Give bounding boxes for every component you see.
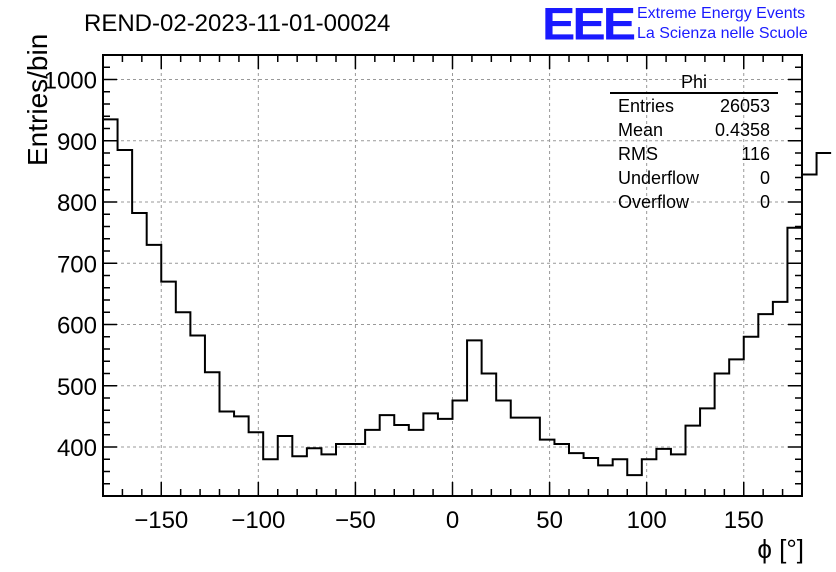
stats-label: RMS [618, 144, 658, 164]
x-tick-label: 50 [536, 507, 563, 534]
x-tick-label: −50 [335, 507, 376, 534]
x-tick-label: −100 [231, 507, 285, 534]
y-tick-label: 700 [57, 251, 97, 278]
y-tick-label: 600 [57, 313, 97, 340]
stats-box: Phi Entries 26053 Mean 0.4358 RMS 116 Un… [610, 72, 778, 214]
stats-label: Entries [618, 96, 675, 116]
x-tick-label: −150 [134, 507, 188, 534]
stats-row-entries: Entries 26053 [610, 94, 778, 118]
logo-caption-line2: La Scienza nelle Scuole [637, 25, 808, 42]
stats-title: Phi [610, 72, 778, 94]
y-axis-label: Entries/bin [22, 33, 53, 166]
stats-label: Overflow [618, 192, 690, 212]
logo-caption-line1: Extreme Energy Events [637, 5, 806, 22]
stats-value: 0 [759, 168, 770, 188]
x-tick-label: 100 [627, 507, 667, 534]
eee-logo: EEE [542, 0, 636, 50]
stats-value: 26053 [719, 96, 770, 116]
stats-row-mean: Mean 0.4358 [610, 118, 778, 142]
stats-label: Mean [618, 120, 664, 140]
y-tick-label: 400 [57, 435, 97, 462]
stats-label: Underflow [618, 168, 700, 188]
y-tick-label: 1000 [44, 68, 97, 95]
y-tick-label: 900 [57, 129, 97, 156]
x-tick-label: 150 [724, 507, 764, 534]
stats-value: 116 [741, 144, 770, 164]
stats-value: 0.4358 [714, 120, 770, 140]
y-tick-label: 800 [57, 190, 97, 217]
chart-title: REND-02-2023-11-01-00024 [84, 10, 391, 37]
x-tick-label: 0 [446, 507, 459, 534]
stats-row-rms: RMS 116 [610, 142, 778, 166]
stats-row-underflow: Underflow 0 [610, 166, 778, 190]
stats-value: 0 [759, 192, 770, 212]
histogram-series [103, 118, 832, 477]
logo-caption: Extreme Energy Events La Scienza nelle S… [637, 4, 808, 44]
x-axis-label: ϕ [°] [757, 534, 804, 564]
y-tick-label: 500 [57, 374, 97, 401]
stats-row-overflow: Overflow 0 [610, 190, 778, 214]
